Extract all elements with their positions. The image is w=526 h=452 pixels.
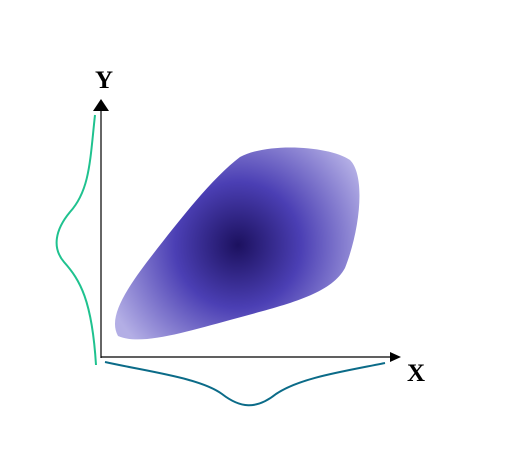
y-marginal-curve	[55, 114, 97, 366]
y-axis-arrowhead	[93, 99, 109, 111]
joint-density-region	[114, 147, 360, 340]
x-axis-label: X	[407, 360, 425, 387]
x-axis-arrowhead	[390, 352, 401, 362]
x-marginal-curve	[104, 361, 386, 407]
y-axis-label: Y	[95, 67, 113, 94]
